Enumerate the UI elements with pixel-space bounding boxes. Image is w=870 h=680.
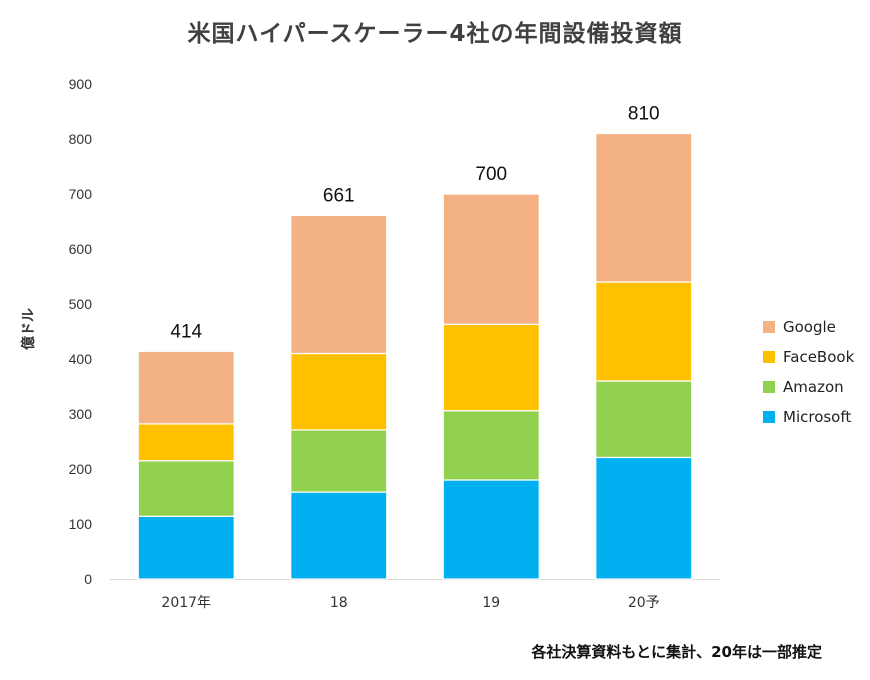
y-axis: 0 100 200 300 400 500 600 700 800 900	[69, 76, 720, 587]
total-labels: 414 661 700 810	[170, 104, 659, 343]
legend-label: Google	[783, 318, 836, 336]
legend-item-microsoft: Microsoft	[763, 402, 854, 432]
bar-segment-microsoft	[137, 515, 235, 580]
total-label: 810	[628, 104, 660, 125]
total-label: 414	[170, 321, 202, 342]
bar-segment-google	[137, 350, 235, 425]
y-tick-label: 800	[69, 131, 93, 147]
total-label: 661	[323, 185, 355, 206]
total-label: 700	[475, 164, 507, 185]
y-tick-label: 900	[69, 76, 93, 92]
chart-title: 米国ハイパースケーラー4社の年間設備投資額	[187, 21, 683, 47]
y-tick-label: 200	[69, 461, 93, 477]
bar-segment-amazon	[442, 410, 540, 481]
y-tick-label: 0	[84, 571, 92, 587]
x-tick-label: 18	[330, 595, 348, 611]
y-tick-label: 400	[69, 351, 93, 367]
bar-segment-facebook	[442, 323, 540, 412]
bar-segment-facebook	[137, 423, 235, 462]
bars	[137, 132, 693, 580]
x-axis: 2017年 18 19 20予	[161, 595, 659, 611]
bar-segment-facebook	[595, 281, 693, 382]
legend: Google FaceBook Amazon Microsoft	[763, 312, 854, 432]
x-tick-label: 20予	[628, 595, 660, 611]
bar-segment-google	[595, 132, 693, 283]
legend-item-facebook: FaceBook	[763, 342, 854, 372]
bar-segment-amazon	[290, 429, 388, 493]
bar-segment-facebook	[290, 352, 388, 431]
y-tick-label: 700	[69, 186, 93, 202]
legend-label: FaceBook	[783, 348, 855, 366]
y-tick-label: 300	[69, 406, 93, 422]
legend-label: Amazon	[783, 378, 844, 396]
bar-segment-google	[290, 214, 388, 355]
legend-swatch	[763, 381, 775, 393]
y-tick-label: 600	[69, 241, 93, 257]
bar-segment-amazon	[595, 380, 693, 459]
legend-label: Microsoft	[783, 408, 852, 426]
legend-item-amazon: Amazon	[763, 372, 854, 402]
bar-segment-microsoft	[442, 479, 540, 580]
x-tick-label: 2017年	[161, 595, 211, 611]
bar-segment-google	[442, 193, 540, 325]
bar-segment-microsoft	[595, 456, 693, 580]
bar-segment-amazon	[137, 460, 235, 517]
y-tick-label: 500	[69, 296, 93, 312]
footnote: 各社決算資料もとに集計、20年は一部推定	[531, 643, 822, 661]
x-tick-label: 19	[482, 595, 500, 611]
legend-swatch	[763, 411, 775, 423]
bar-segment-microsoft	[290, 491, 388, 580]
legend-item-google: Google	[763, 312, 854, 342]
y-tick-label: 100	[69, 516, 93, 532]
legend-swatch	[763, 351, 775, 363]
legend-swatch	[763, 321, 775, 333]
